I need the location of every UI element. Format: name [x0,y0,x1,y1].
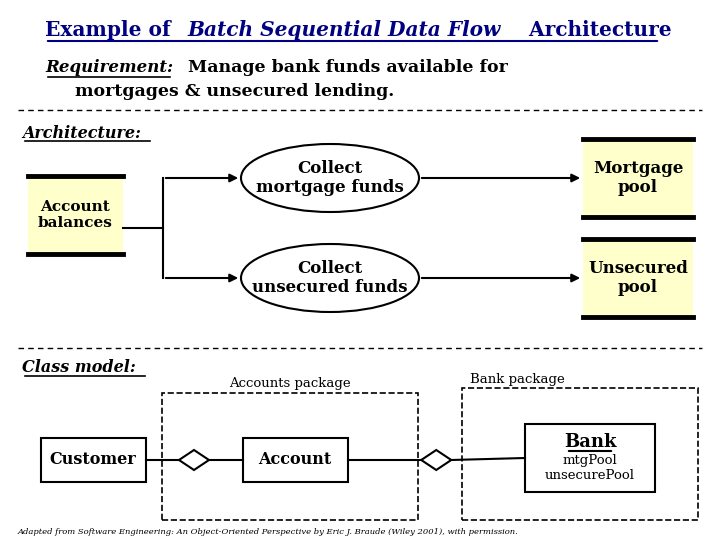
Bar [462,388,698,520]
Bar [583,139,693,217]
Text: Mortgage
pool: Mortgage pool [593,160,683,197]
Bar [162,393,418,520]
Ellipse shape [241,144,419,212]
Text: Class model:: Class model: [22,360,136,376]
Text: Adapted from Software Engineering: An Object-Oriented Perspective by Eric J. Bra: Adapted from Software Engineering: An Ob… [18,528,518,536]
Text: Customer: Customer [50,451,136,469]
Text: Account
balances: Account balances [37,200,112,230]
Text: Architecture: Architecture [522,20,672,40]
Bar [27,176,122,254]
Text: mtgPool
unsecurePool: mtgPool unsecurePool [545,454,635,482]
Polygon shape [179,450,209,470]
Bar [525,424,655,492]
Text: Collect
mortgage funds: Collect mortgage funds [256,160,404,197]
Polygon shape [421,450,451,470]
Text: Bank package: Bank package [470,373,564,386]
Text: Accounts package: Accounts package [229,377,351,390]
Text: Bank: Bank [564,433,616,451]
Text: Example of: Example of [45,20,178,40]
Text: mortgages & unsecured lending.: mortgages & unsecured lending. [75,84,395,100]
Text: Collect
unsecured funds: Collect unsecured funds [252,260,408,296]
Text: Account: Account [258,451,332,469]
Text: Requirement:: Requirement: [45,59,173,77]
Ellipse shape [241,244,419,312]
Bar [243,438,348,482]
Bar [40,438,145,482]
Text: Unsecured
pool: Unsecured pool [588,260,688,296]
Text: Architecture:: Architecture: [22,125,141,141]
Text: Batch Sequential Data Flow: Batch Sequential Data Flow [187,20,500,40]
Bar [583,239,693,317]
Text: Manage bank funds available for: Manage bank funds available for [188,59,508,77]
